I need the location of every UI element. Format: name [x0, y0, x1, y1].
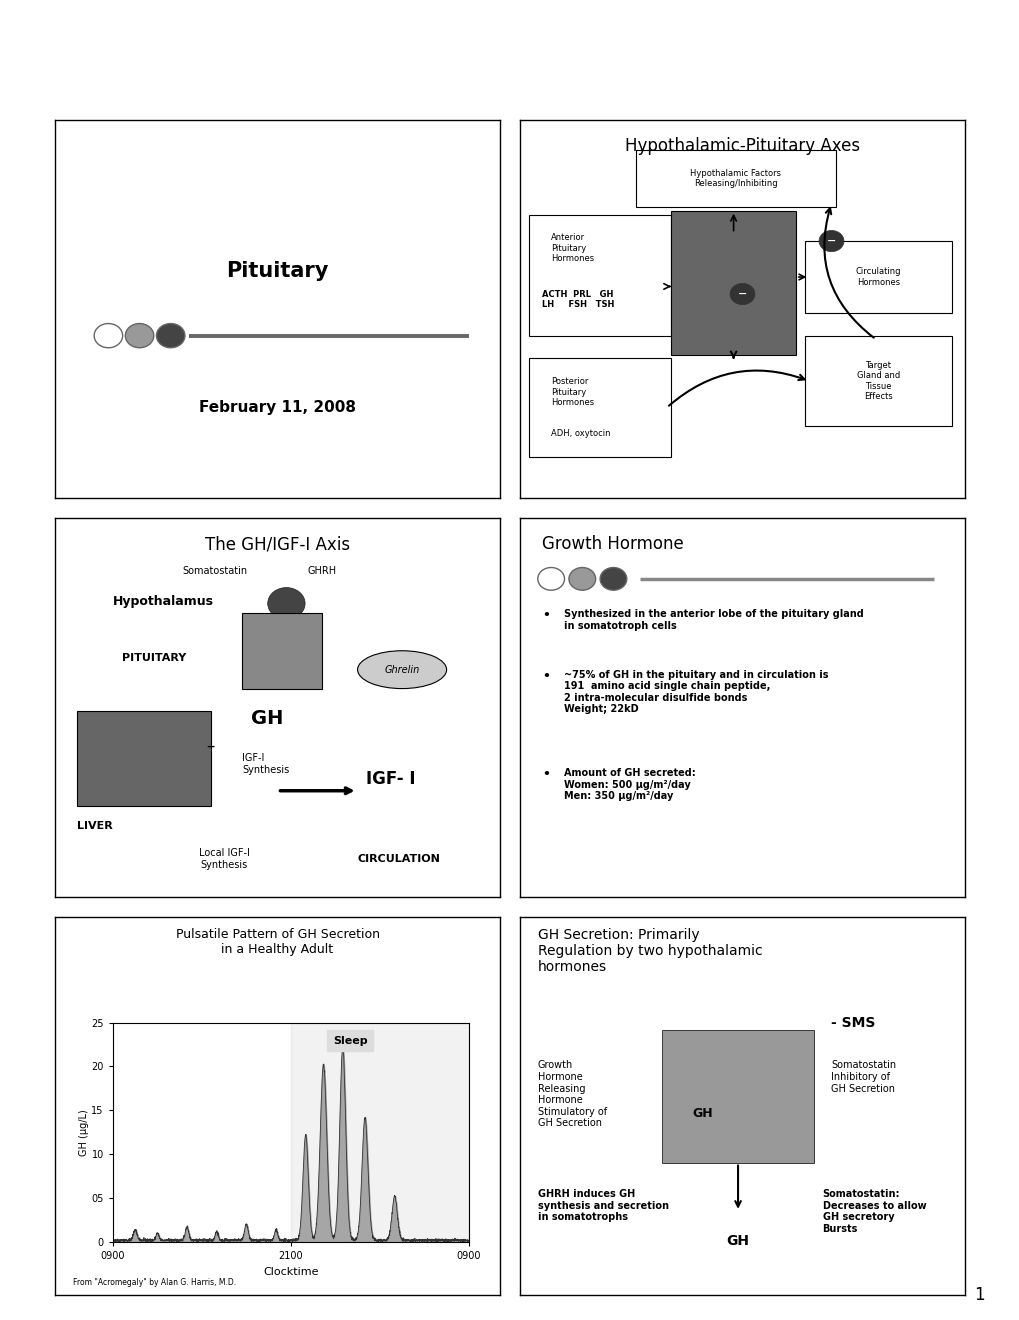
FancyBboxPatch shape [77, 711, 211, 807]
FancyBboxPatch shape [635, 150, 836, 207]
Text: GH: GH [251, 709, 283, 729]
Text: •: • [542, 768, 549, 781]
Circle shape [156, 323, 184, 347]
Circle shape [818, 231, 843, 252]
Text: GH: GH [692, 1107, 712, 1119]
FancyBboxPatch shape [661, 1030, 813, 1163]
X-axis label: Clocktime: Clocktime [263, 1267, 318, 1276]
FancyBboxPatch shape [242, 612, 322, 689]
Text: February 11, 2008: February 11, 2008 [199, 400, 356, 414]
Text: Amount of GH secreted:
Women: 500 μg/m²/day
Men: 350 μg/m²/day: Amount of GH secreted: Women: 500 μg/m²/… [564, 768, 696, 801]
Circle shape [569, 568, 595, 590]
Text: PITUITARY: PITUITARY [121, 653, 185, 664]
FancyBboxPatch shape [671, 211, 795, 355]
FancyBboxPatch shape [529, 358, 671, 457]
Bar [290, 1023, 469, 1242]
Text: Hypothalamus: Hypothalamus [113, 595, 214, 609]
Circle shape [125, 323, 154, 347]
Text: ACTH  PRL   GH
LH     FSH   TSH: ACTH PRL GH LH FSH TSH [542, 290, 614, 309]
Text: Synthesized in the anterior lobe of the pituitary gland
in somatotroph cells: Synthesized in the anterior lobe of the … [564, 609, 863, 631]
FancyBboxPatch shape [804, 242, 951, 313]
Text: Somatostatin:
Decreases to allow
GH secretory
Bursts: Somatostatin: Decreases to allow GH secr… [821, 1189, 925, 1234]
Text: GHRH induces GH
synthesis and secretion
in somatotrophs: GHRH induces GH synthesis and secretion … [537, 1189, 668, 1222]
Text: Hypothalamic-Pituitary Axes: Hypothalamic-Pituitary Axes [625, 137, 859, 154]
Text: Hypothalamic Factors
Releasing/Inhibiting: Hypothalamic Factors Releasing/Inhibitin… [690, 169, 781, 189]
Text: 1: 1 [973, 1286, 983, 1304]
FancyBboxPatch shape [529, 215, 671, 335]
Text: The GH/IGF-I Axis: The GH/IGF-I Axis [205, 536, 350, 553]
Text: Somatostatin
Inhibitory of
GH Secretion: Somatostatin Inhibitory of GH Secretion [830, 1060, 896, 1094]
Text: CIRCULATION: CIRCULATION [358, 854, 440, 863]
Text: Somatostatin: Somatostatin [182, 566, 248, 577]
Text: Growth
Hormone
Releasing
Hormone
Stimulatory of
GH Secretion: Growth Hormone Releasing Hormone Stimula… [537, 1060, 606, 1129]
Text: GH Secretion: Primarily
Regulation by two hypothalamic
hormones: GH Secretion: Primarily Regulation by tw… [537, 928, 761, 974]
Y-axis label: GH (μg/L): GH (μg/L) [78, 1109, 89, 1156]
Text: IGF- I: IGF- I [366, 771, 416, 788]
Text: ~75% of GH in the pituitary and in circulation is
191  amino acid single chain p: ~75% of GH in the pituitary and in circu… [564, 669, 828, 714]
Circle shape [94, 323, 122, 347]
Text: GH: GH [726, 1234, 749, 1249]
Text: •: • [542, 609, 549, 622]
Text: Anterior
Pituitary
Hormones: Anterior Pituitary Hormones [550, 234, 594, 263]
Text: Sleep: Sleep [332, 1036, 367, 1045]
Circle shape [730, 284, 754, 305]
Circle shape [267, 587, 305, 619]
Text: Posterior
Pituitary
Hormones: Posterior Pituitary Hormones [550, 378, 594, 407]
Text: Target
Gland and
Tissue
Effects: Target Gland and Tissue Effects [856, 360, 899, 401]
Text: −: − [826, 236, 836, 246]
Text: Pituitary: Pituitary [226, 261, 328, 281]
Text: Pulsatile Pattern of GH Secretion
in a Healthy Adult: Pulsatile Pattern of GH Secretion in a H… [175, 928, 379, 956]
Ellipse shape [358, 651, 446, 689]
Text: –: – [207, 737, 215, 754]
Text: Local IGF-I
Synthesis: Local IGF-I Synthesis [199, 847, 250, 870]
Circle shape [537, 568, 564, 590]
Text: ADH, oxytocin: ADH, oxytocin [550, 429, 610, 438]
Text: GHRH: GHRH [307, 566, 336, 577]
Circle shape [599, 568, 627, 590]
Text: Growth Hormone: Growth Hormone [542, 536, 684, 553]
Text: •: • [542, 669, 549, 682]
Text: −: − [737, 289, 747, 300]
Text: - SMS: - SMS [830, 1015, 875, 1030]
Text: LIVER: LIVER [77, 821, 113, 832]
FancyBboxPatch shape [804, 335, 951, 426]
Text: Circulating
Hormones: Circulating Hormones [855, 268, 900, 286]
Text: Ghrelin: Ghrelin [384, 665, 419, 675]
Text: IGF-I
Synthesis: IGF-I Synthesis [242, 754, 288, 775]
Text: From "Acromegaly" by Alan G. Harris, M.D.: From "Acromegaly" by Alan G. Harris, M.D… [72, 1279, 235, 1287]
